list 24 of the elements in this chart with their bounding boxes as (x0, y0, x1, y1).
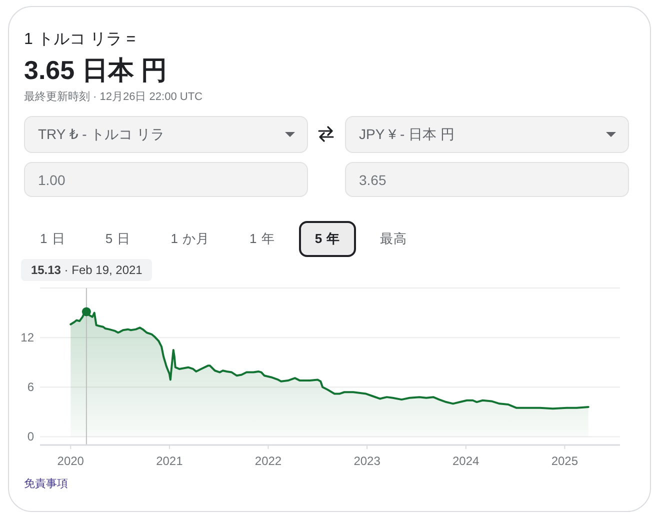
y-tick-label: 6 (27, 380, 34, 394)
dropdown-label: JPY ¥ - 日本 円 (359, 126, 454, 144)
input-value: 1.00 (38, 172, 66, 188)
subtitle: 3.65 日本 円 (24, 55, 168, 85)
title: 1 トルコ リラ = (24, 30, 136, 50)
button-label: 1 年 (250, 230, 275, 248)
x-tick-label: 2025 (551, 454, 578, 468)
x-tick-label: 2024 (452, 454, 480, 468)
x-tick-label: 2022 (254, 454, 282, 468)
x-tick-label: 2020 (57, 454, 84, 468)
y-tick-label: 12 (20, 330, 34, 345)
y-tick-label: 0 (27, 430, 34, 444)
annotation: 免責事項 (24, 477, 68, 491)
dropdown-label: TRY ₺ - トルコ リラ (38, 126, 165, 144)
button-label: 5 日 (105, 230, 131, 248)
input-value: 3.65 (359, 172, 386, 188)
button-label: 1 か月 (170, 230, 210, 248)
annotation: 15.13 · Feb 19, 2021 (30, 263, 142, 277)
annotation: 最終更新時刻 · 12月26日 22:00 UTC (24, 90, 202, 104)
button-label: 1 日 (40, 230, 66, 248)
button-label: 最高 (380, 230, 408, 248)
x-tick-label: 2023 (354, 454, 380, 468)
button-label: 5 年 (314, 230, 340, 248)
x-tick-label: 2021 (156, 454, 183, 468)
